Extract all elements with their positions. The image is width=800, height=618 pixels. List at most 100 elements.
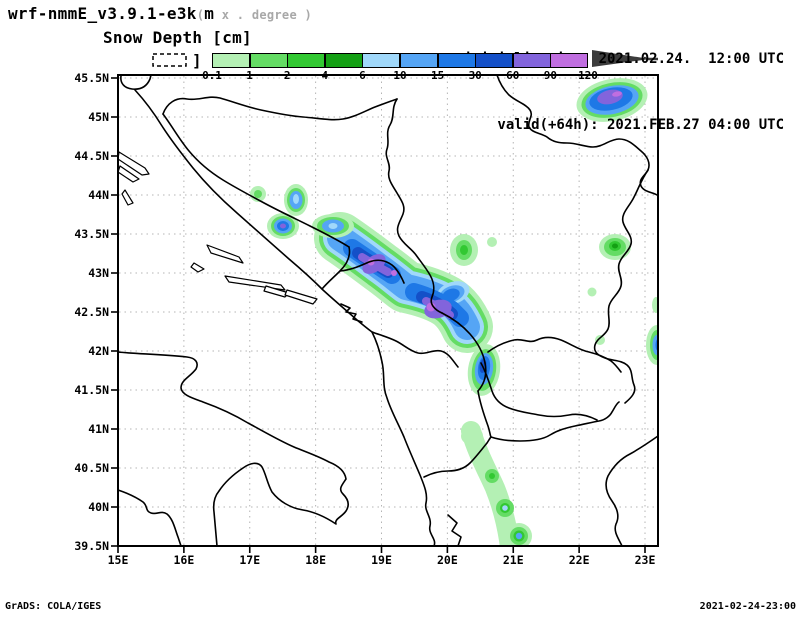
- snow-band-max: [391, 270, 397, 276]
- colorbar-tick-label: 2: [283, 69, 291, 82]
- colorbar-segment: [475, 53, 514, 68]
- snow-dot: [595, 335, 605, 345]
- snow-band-max: [426, 302, 436, 312]
- colorbar-segment: [400, 53, 438, 68]
- colorbar-overflow-arrow: [592, 50, 658, 67]
- colorbar-tick-label: 6: [359, 69, 366, 82]
- border-kosovo-east: [477, 362, 487, 392]
- lon-axis-label: 16E: [173, 553, 194, 567]
- lon-axis-label: 19E: [371, 553, 392, 567]
- lat-axis-label: 44N: [88, 188, 109, 202]
- snow-blob-northeast: [576, 78, 648, 122]
- lon-axis-label: 20E: [437, 553, 458, 567]
- lat-axis-label: 41.5N: [74, 383, 109, 397]
- colorbar-tick-label: 4: [321, 69, 329, 82]
- colorbar-segment: [437, 53, 476, 68]
- snow-band-level9: [358, 253, 454, 319]
- border-macedonia-west: [477, 390, 492, 438]
- colorbar-segment: [249, 53, 288, 68]
- lat-axis-label: 40N: [88, 500, 109, 514]
- model-title: wrf-nmmE_v3.9.1-e3k(m x . degree ): [8, 4, 312, 23]
- colorbar-tick-label: 30: [468, 69, 482, 82]
- lat-axis-label: 40.5N: [74, 461, 109, 475]
- lat-axis-label: 41N: [88, 422, 109, 436]
- snow-cell-small: [267, 213, 299, 239]
- coast-dalmatia: [134, 89, 373, 333]
- border-serbia-south: [487, 336, 622, 373]
- border-bulgaria: [593, 169, 649, 404]
- underflow-bracket: ]: [192, 51, 202, 70]
- grads-credit: GrADS: COLA/IGES: [5, 601, 102, 612]
- colorbar-tick-label: 120: [578, 69, 598, 82]
- colorbar-segment: [550, 53, 589, 68]
- lat-axis-label: 45.5N: [74, 71, 109, 85]
- lat-axis-label: 44.5N: [74, 149, 109, 163]
- coast-italy-tyrrhenian: [117, 489, 182, 547]
- lon-axis-label: 15E: [108, 553, 129, 567]
- colorbar-underflow-box: ]: [152, 51, 202, 70]
- colorbar-tick-label: 15: [430, 69, 445, 82]
- colorbar-tick-label: 10: [393, 69, 407, 82]
- grid-note: x . degree ): [214, 8, 313, 22]
- snow-cell-green: [450, 234, 478, 266]
- lon-axis-label: 18E: [305, 553, 326, 567]
- grid-note-open: (: [196, 8, 205, 22]
- border-macedonia-north: [480, 362, 598, 421]
- coast-istria: [120, 74, 152, 90]
- snow-cell-small: [312, 214, 354, 238]
- border-greece-albania: [423, 436, 492, 478]
- underflow-dashed-rect: [152, 53, 187, 67]
- border-montenegro-albania: [371, 331, 459, 368]
- adriatic-islands: [117, 151, 363, 323]
- colorbar-segment: [212, 53, 250, 68]
- colorbar-tick-label: 90: [543, 69, 558, 82]
- colorbar-tick-label: 1: [246, 69, 253, 82]
- lon-axis-label: 23E: [635, 553, 656, 567]
- border-kosovo-west: [441, 312, 486, 364]
- lon-axis-label: 17E: [239, 553, 260, 567]
- lat-axis-label: 42.5N: [74, 305, 109, 319]
- border-montenegro: [339, 259, 405, 284]
- border-sava: [162, 96, 398, 121]
- country-borders: [162, 74, 658, 478]
- axis-ticks: [111, 77, 646, 553]
- lat-axis-label: 43N: [88, 266, 109, 280]
- colorbar-tick-label: 60: [506, 69, 520, 82]
- coast-greece-west: [447, 514, 462, 547]
- snow-cell-border-green: [599, 234, 631, 260]
- model-name-suffix: m: [204, 4, 215, 23]
- lat-axis-label: 42N: [88, 344, 109, 358]
- colorbar-segment: [362, 53, 401, 68]
- coast-italy-adriatic: [117, 351, 349, 547]
- coast-aegean: [605, 435, 659, 547]
- colorbar-tick-label: 0.1: [202, 69, 222, 82]
- border-drina: [385, 98, 443, 314]
- snow-cell-small: [284, 184, 308, 216]
- colorbar-segment: [512, 53, 551, 68]
- creation-timestamp: 2021-02-24-23:00: [699, 601, 796, 612]
- border-macedonia-south: [490, 401, 620, 442]
- field-title: Snow Depth [cm]: [103, 28, 252, 47]
- snow-depth-shading: [250, 78, 657, 545]
- valid-time: valid(+64h): 2021.FEB.27 04:00 UTC: [497, 117, 784, 133]
- snow-cell-right-edge: [646, 297, 657, 365]
- snow-swath-south: [461, 421, 532, 545]
- snow-east-lobe: [442, 288, 460, 302]
- lon-axis-label: 21E: [503, 553, 524, 567]
- model-name: wrf-nmmE_v3.9.1-e3k: [8, 4, 197, 23]
- snow-dot: [587, 287, 597, 297]
- overflow-arrow-icon: [592, 50, 650, 67]
- coast-albania: [371, 331, 436, 547]
- latitude-axis: 45.5N 45N 44.5N 44N 43.5N 43N 42.5N 42N 41.5N 41N…: [74, 71, 109, 553]
- lon-axis-label: 22E: [569, 553, 590, 567]
- colorbar-segment: [287, 53, 326, 68]
- lat-axis-label: 39.5N: [74, 539, 109, 553]
- run-info: initialisation: 2021.02.24. 12:00 UTC va…: [464, 4, 784, 180]
- map-frame: [117, 74, 659, 547]
- border-bosnia-croatia: [162, 113, 350, 248]
- longitude-axis: 15E 16E 17E 18E 19E 20E 21E 22E 23E: [108, 553, 656, 567]
- snow-dot: [487, 237, 497, 247]
- lat-axis-label: 45N: [88, 110, 109, 124]
